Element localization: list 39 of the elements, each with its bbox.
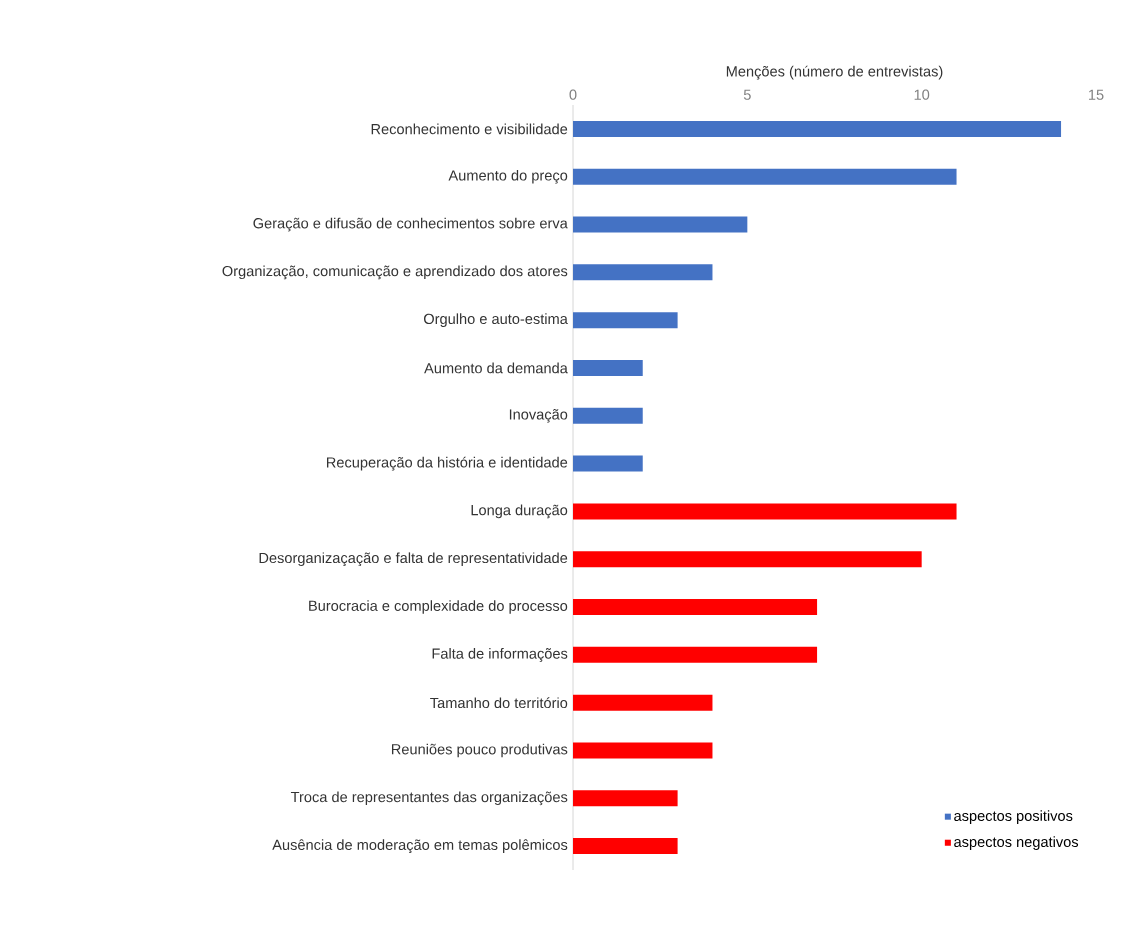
y-tick-label: Aumento da demanda bbox=[424, 362, 568, 374]
y-tick-label: Ausência de moderação em temas polêmicos bbox=[272, 839, 568, 853]
x-tick-label: 10 bbox=[914, 89, 930, 100]
bar bbox=[573, 168, 957, 185]
x-tick-label: 0 bbox=[569, 89, 577, 100]
bar bbox=[573, 359, 643, 376]
bar bbox=[573, 599, 818, 616]
y-tick-label: Organização, comunicação e aprendizado dos atores bbox=[222, 265, 568, 280]
bar bbox=[573, 646, 818, 663]
y-tick-label: Burocracia e complexidade do processo bbox=[309, 600, 568, 614]
bar bbox=[573, 312, 678, 329]
y-tick-label: Reuniões pouco produtivas bbox=[391, 743, 568, 758]
x-tick-label: 15 bbox=[1088, 89, 1104, 100]
y-tick-label: Troca de representantes das organizações bbox=[290, 791, 568, 806]
legend-label: aspectos negativos bbox=[954, 836, 1079, 850]
x-tick-label: 5 bbox=[743, 89, 751, 100]
y-tick-label: Tamanho do território bbox=[430, 697, 568, 709]
y-tick-label: Orgulho e auto-estima bbox=[423, 313, 568, 327]
bar bbox=[573, 216, 748, 233]
y-tick-label: Longa duração bbox=[471, 504, 568, 519]
y-tick-label: Inovação bbox=[509, 409, 568, 423]
bar bbox=[573, 455, 643, 472]
x-axis-title: Menções (número de entrevistas) bbox=[726, 65, 943, 80]
bar bbox=[573, 742, 713, 759]
legend-label: aspectos positivos bbox=[954, 810, 1073, 824]
bar bbox=[573, 264, 713, 281]
bar bbox=[573, 120, 1062, 137]
y-tick-label: Aumento do preço bbox=[448, 169, 568, 184]
bar bbox=[573, 407, 643, 424]
bar bbox=[573, 694, 713, 711]
y-tick-label: Falta de informações bbox=[432, 648, 568, 662]
bar bbox=[573, 503, 957, 520]
bar bbox=[573, 838, 678, 855]
y-tick-label: Desorganizaçação e falta de representatividade bbox=[259, 552, 568, 567]
bar bbox=[573, 551, 922, 568]
bar bbox=[573, 790, 678, 807]
y-tick-label: Geração e difusão de conhecimentos sobre erva bbox=[253, 217, 568, 232]
y-tick-label: Recuperação da história e identidade bbox=[327, 456, 568, 471]
y-tick-label: Reconhecimento e visibilidade bbox=[371, 123, 568, 135]
